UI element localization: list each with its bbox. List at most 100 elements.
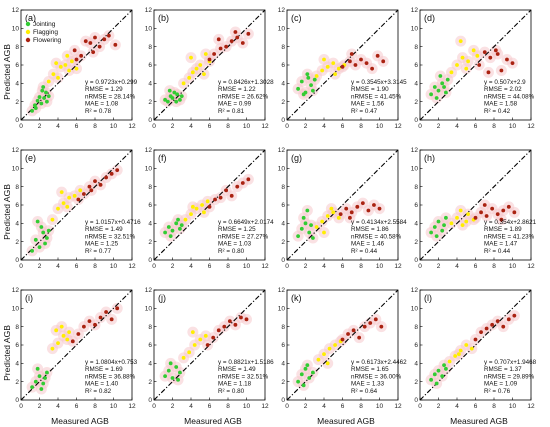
data-point [432, 225, 437, 229]
data-point [456, 352, 461, 357]
data-point [499, 68, 504, 73]
y-tick-label: 8 [281, 324, 285, 331]
one-to-one-line [419, 9, 532, 121]
data-point [212, 52, 217, 56]
y-tick-label: 10 [12, 26, 20, 33]
data-point [82, 192, 86, 196]
data-point [207, 204, 212, 209]
data-point [372, 203, 376, 207]
x-tick-label: 10 [243, 403, 251, 410]
y-tick-label: 6 [15, 62, 19, 69]
y-tick-label: 10 [278, 26, 286, 33]
data-point [305, 363, 310, 368]
data-point [35, 219, 40, 224]
data-point [41, 381, 46, 386]
data-point [322, 352, 326, 357]
stat-line: RMSE = 1.65 [351, 366, 389, 373]
data-point [205, 343, 210, 347]
data-point [436, 368, 441, 373]
data-point [466, 212, 470, 217]
x-tick-label: 12 [394, 403, 402, 410]
y-tick-label: 12 [145, 287, 153, 294]
data-point [244, 317, 249, 322]
stat-line: y = 0.8426x+1.3028 [218, 79, 274, 86]
data-point [163, 230, 168, 235]
panel-label: (j) [158, 293, 166, 303]
data-point [59, 324, 64, 329]
data-point [442, 363, 446, 368]
data-point [51, 72, 56, 77]
data-point [104, 310, 108, 314]
one-to-one-line [153, 149, 266, 261]
data-point [179, 94, 184, 99]
data-point [495, 52, 500, 56]
panel-label: (c) [291, 13, 302, 23]
stat-line: RMSE = 1.86 [351, 226, 389, 233]
x-tick-label: 8 [492, 403, 496, 410]
x-tick-label: 6 [474, 403, 478, 410]
panel-a: 0 2 4 6 8 10 12 0 2 4 6 8 10 12 (a) y = 0.9723x+0.299RM… [12, 7, 138, 130]
data-point [377, 206, 382, 211]
data-point [207, 57, 212, 62]
data-point [233, 322, 238, 327]
stat-line: MAE = 1.08 [85, 101, 119, 108]
data-point [58, 64, 63, 69]
stat-line: y = 0.6173x+2.4462 [351, 359, 407, 366]
series-flowering [473, 203, 517, 222]
data-point [348, 59, 352, 64]
data-point [479, 210, 483, 215]
x-tick-label: 8 [226, 123, 230, 130]
x-tick-label: 0 [285, 263, 289, 270]
data-point [495, 319, 500, 324]
stat-line: MAE = 1.33 [351, 381, 385, 388]
data-point [477, 63, 482, 67]
data-point [46, 79, 51, 84]
series-flowering [72, 33, 118, 62]
data-point [490, 206, 495, 211]
x-tick-label: 4 [56, 403, 60, 410]
data-point [229, 193, 234, 198]
y-axis-label-row-2: Predicted AGB [2, 184, 12, 240]
data-point [178, 226, 182, 231]
x-tick-label: 2 [304, 263, 308, 270]
data-point [72, 48, 77, 53]
data-point [179, 223, 184, 228]
x-tick-label: 0 [19, 403, 23, 410]
y-tick-label: 2 [281, 239, 285, 246]
data-point [331, 61, 336, 66]
data-point [235, 184, 240, 189]
data-point [35, 366, 40, 371]
data-point [229, 39, 234, 44]
x-tick-label: 4 [189, 263, 193, 270]
one-to-one-line [20, 149, 133, 261]
data-point [174, 99, 179, 104]
data-point [296, 234, 300, 239]
x-tick-label: 6 [75, 403, 79, 410]
stat-line: nRMSE = 29.89% [484, 373, 535, 380]
one-to-one-line [153, 9, 266, 121]
data-point [50, 346, 55, 351]
stat-line: RMSE = 2.02 [484, 86, 522, 93]
x-tick-label: 12 [261, 123, 269, 130]
y-tick-label: 8 [281, 44, 285, 51]
y-tick-label: 6 [148, 202, 152, 209]
data-point [311, 370, 315, 375]
data-point [194, 66, 199, 71]
x-tick-label: 0 [19, 263, 23, 270]
y-tick-label: 4 [414, 221, 418, 228]
y-tick-label: 0 [281, 117, 285, 124]
data-point [333, 343, 337, 347]
data-point [455, 215, 459, 220]
one-to-one-line [286, 9, 399, 121]
data-point [97, 44, 102, 49]
data-point [46, 94, 51, 99]
y-tick-label: 2 [15, 99, 19, 106]
x-tick-label: 8 [359, 263, 363, 270]
x-tick-label: 10 [376, 123, 384, 130]
series-jointing [429, 215, 448, 239]
y-tick-label: 4 [15, 221, 19, 228]
data-point [322, 57, 326, 62]
data-point [460, 55, 465, 60]
y-tick-label: 6 [148, 62, 152, 69]
data-point [438, 74, 443, 78]
